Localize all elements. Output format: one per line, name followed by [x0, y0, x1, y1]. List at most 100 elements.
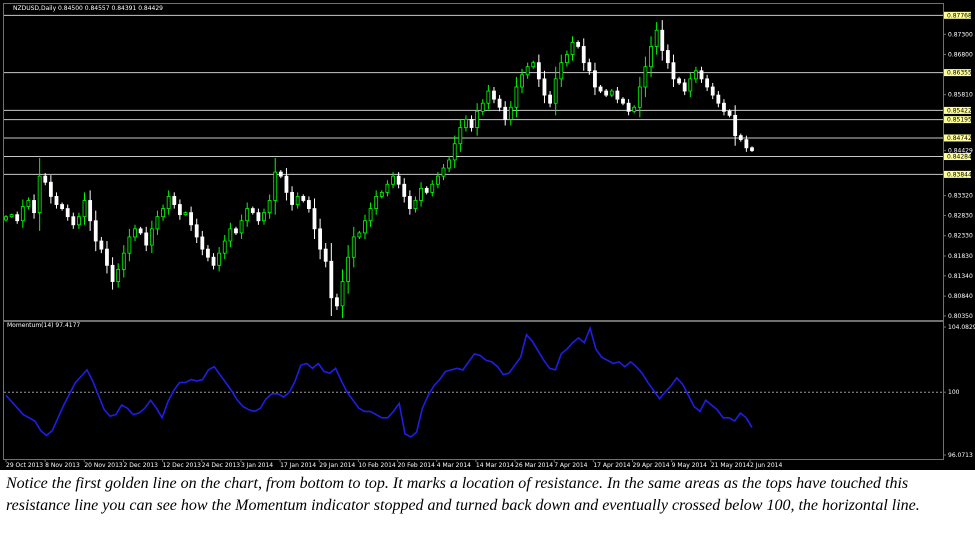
level-tag [944, 11, 971, 19]
candle-body [508, 106, 513, 120]
candle-body [48, 181, 53, 197]
momentum-line [5, 325, 753, 438]
candle-body [329, 260, 334, 299]
candle-body [665, 50, 670, 64]
candle-body [239, 220, 244, 234]
candle-body [144, 232, 149, 246]
candle-body [660, 29, 665, 51]
candle-body [486, 90, 491, 104]
candle-body [54, 196, 59, 205]
candle-body [26, 200, 31, 207]
candle-body [716, 94, 721, 104]
candle-body [43, 175, 48, 183]
candle-body [385, 183, 390, 193]
caption-text: Notice the first golden line on the char… [6, 475, 920, 514]
candle-body [318, 228, 323, 250]
candle-body [598, 86, 603, 92]
candle-body [99, 240, 104, 250]
candle-body [88, 200, 93, 222]
level-tag-label: 0.85195 [947, 117, 972, 124]
candle-body [727, 110, 732, 116]
price-tick-label: 0.82330 [948, 233, 973, 240]
candle-body [234, 228, 238, 234]
candle-body [514, 86, 519, 108]
candle-body [458, 127, 463, 145]
price-pane-border [3, 3, 944, 321]
date-tick-label: 3 Jan 2014 [241, 462, 273, 469]
candle-body [217, 252, 222, 266]
candle-body [441, 167, 446, 177]
candle-body [37, 175, 42, 214]
candle-body [503, 106, 508, 120]
candle-body [609, 90, 614, 96]
candle-body [536, 62, 541, 80]
date-tick-label: 10 Feb 2014 [358, 462, 396, 469]
candle-body [548, 94, 552, 104]
candle-body [250, 208, 255, 214]
level-tag [944, 69, 971, 77]
candle-body [105, 248, 109, 266]
candle-body [206, 248, 210, 258]
candle-body [363, 220, 367, 234]
level-tag-label: 0.83844 [947, 171, 972, 178]
candle-body [671, 62, 676, 80]
date-tick-label: 14 Mar 2014 [476, 462, 514, 469]
candle-body [480, 102, 485, 112]
price-tick-label: 0.81830 [948, 253, 973, 260]
candle-body [200, 236, 205, 250]
candle-body [368, 208, 373, 222]
candle-body [688, 78, 693, 92]
candle-body [133, 228, 137, 238]
date-tick-label: 12 Dec 2013 [163, 462, 202, 469]
candle-body [542, 78, 547, 96]
date-tick-label: 17 Jan 2014 [280, 462, 316, 469]
candle-body [424, 187, 429, 193]
candle-body [149, 228, 154, 246]
candle-body [121, 252, 126, 270]
candle-body [447, 159, 452, 169]
candle-body [615, 90, 620, 100]
candle-body [172, 196, 177, 205]
level-tag-label: 0.87768 [947, 12, 972, 19]
candle-body [677, 78, 681, 84]
candle-body [267, 200, 272, 214]
candle-body [222, 240, 227, 254]
date-tick-label: 20 Nov 2013 [84, 462, 123, 469]
candle-body [166, 196, 171, 209]
momentum-pane-border [3, 321, 944, 460]
level-tag [944, 116, 971, 124]
momentum-axis: 104.0829 100 96.0713 [943, 324, 975, 459]
candle-body [750, 147, 754, 152]
candle-body [155, 216, 160, 230]
date-tick-label: 29 Jan 2014 [319, 462, 355, 469]
candle-body [273, 171, 278, 201]
candle-body [301, 196, 306, 201]
candle-body [228, 228, 233, 242]
candle-body [581, 46, 586, 64]
momentum-tick-label: 104.0829 [948, 324, 975, 331]
candle-body [744, 139, 749, 149]
price-tick-label: 0.87300 [948, 31, 973, 38]
candle-body [335, 297, 339, 307]
date-tick-label: 29 Oct 2013 [6, 462, 43, 469]
price-tick-label: 0.85810 [948, 92, 973, 99]
candle-body [396, 175, 401, 185]
candle-body [413, 200, 418, 209]
candle-body [32, 200, 36, 214]
date-tick-label: 29 Apr 2014 [633, 462, 670, 469]
date-tick-label: 20 Feb 2014 [398, 462, 436, 469]
price-tick-label: 0.83320 [948, 193, 973, 200]
candle-body [643, 66, 648, 88]
candle-body [189, 212, 193, 226]
candle-body [183, 212, 188, 216]
candle-body [722, 102, 726, 112]
level-tag-label: 0.85422 [947, 107, 972, 114]
candle-body [93, 220, 98, 242]
level-tag [944, 153, 971, 161]
candle-body [60, 204, 64, 209]
candle-body [379, 191, 384, 197]
candle-body [15, 214, 20, 222]
candle-body [705, 78, 710, 88]
candle-body [694, 70, 698, 80]
candle-body [357, 232, 362, 238]
